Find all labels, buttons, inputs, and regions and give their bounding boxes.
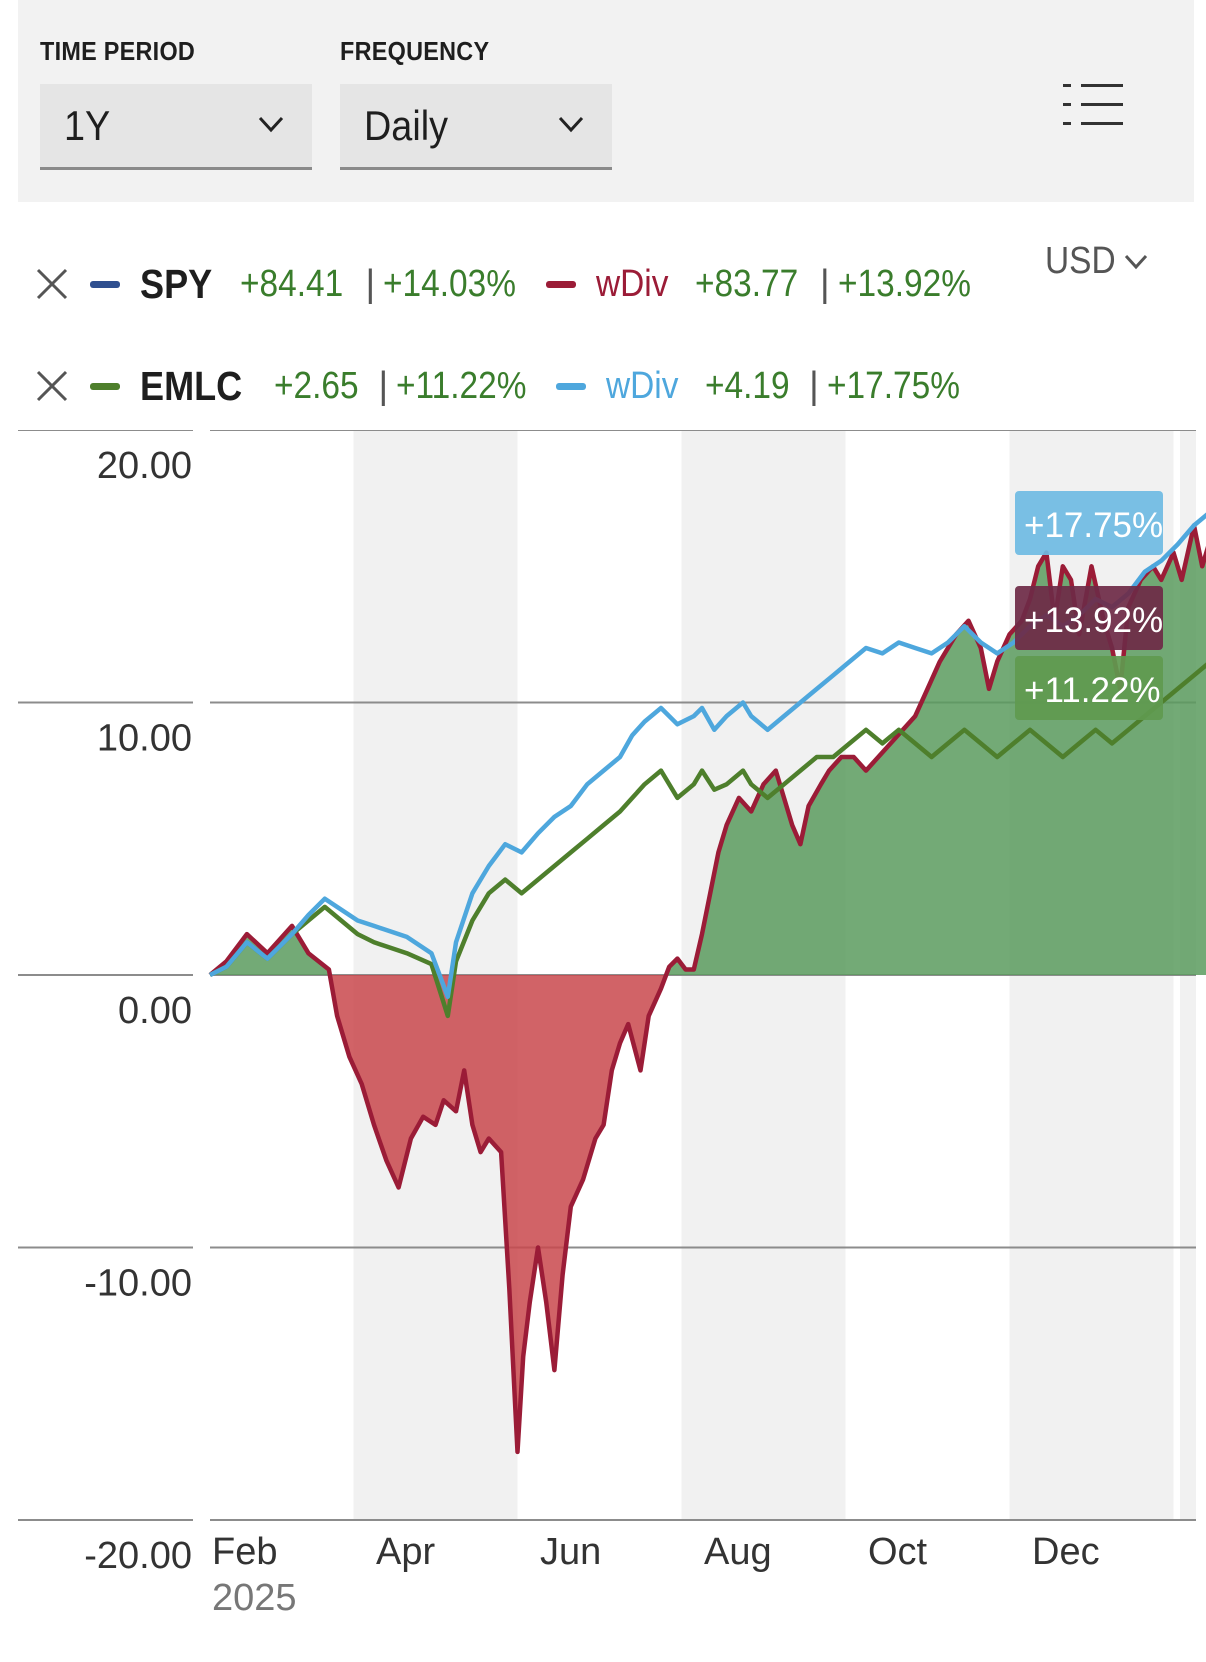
end-value-tag-text: +11.22% — [1024, 671, 1161, 710]
time-period-label: TIME PERIOD — [40, 36, 196, 66]
series-line-emlc — [208, 662, 1206, 1019]
x-tick-label: Dec — [1032, 1531, 1100, 1573]
legend-separator: | — [365, 262, 376, 305]
chevron-down-icon — [558, 116, 584, 133]
chevron-down-icon — [258, 116, 284, 133]
legend-wdiv-change-emlc: +4.19 — [704, 364, 790, 407]
performance-chart: +17.75% +13.92% +11.22% 20.00 10.00 0.00 -10.… — [18, 430, 1206, 1619]
legend-separator: | — [808, 364, 819, 407]
legend-symbol-spy: SPY — [140, 260, 213, 307]
legend-swatch-spy — [90, 280, 120, 288]
legend-swatch-spy-wdiv — [546, 280, 577, 288]
x-axis: Feb Apr Jun Aug Oct Dec 2025 — [212, 1531, 1100, 1619]
frequency-value: Daily — [364, 101, 449, 149]
legend-separator: | — [378, 364, 389, 407]
x-tick-label: Aug — [704, 1531, 772, 1573]
legend-wdiv-label-emlc: wDiv — [606, 364, 679, 407]
close-icon[interactable] — [34, 266, 70, 302]
y-tick-label: 10.00 — [97, 718, 192, 760]
legend-row-emlc: EMLC +2.65 | +11.22% wDiv +4.19 | +17.75… — [34, 358, 978, 414]
end-value-tag: +13.92% — [1015, 586, 1163, 650]
y-tick-label: -20.00 — [84, 1535, 192, 1577]
frequency-control: FREQUENCY Daily — [340, 36, 612, 170]
x-tick-label: Apr — [376, 1531, 435, 1573]
frequency-select[interactable]: Daily — [340, 84, 612, 170]
legend-wdiv-change-spy: +83.77 — [694, 262, 798, 305]
end-value-tag-text: +17.75% — [1024, 506, 1163, 545]
end-value-tag: +17.75% — [1015, 491, 1163, 555]
gain-area — [210, 525, 1206, 975]
legend-change-spy: +84.41 — [240, 262, 344, 305]
time-period-control: TIME PERIOD 1Y — [40, 36, 312, 170]
frequency-label: FREQUENCY — [340, 36, 490, 66]
time-period-select[interactable]: 1Y — [40, 84, 312, 170]
legend-change-pct-spy: +14.03% — [383, 262, 517, 305]
end-value-tag-bg — [1015, 586, 1163, 650]
legend-wdiv-change-pct-spy: +13.92% — [837, 262, 971, 305]
y-tick-label: 0.00 — [118, 990, 192, 1032]
end-value-tag-bg — [1015, 656, 1163, 720]
x-tick-label: Oct — [868, 1531, 928, 1573]
legend-wdiv-change-pct-emlc: +17.75% — [826, 364, 960, 407]
end-value-labels: +17.75% +13.92% +11.22% — [1015, 491, 1163, 720]
legend-change-pct-emlc: +11.22% — [396, 364, 527, 407]
close-icon[interactable] — [34, 368, 70, 404]
y-tick-label: -10.00 — [84, 1263, 192, 1305]
chevron-down-icon — [1124, 254, 1148, 269]
list-menu-icon[interactable] — [1063, 82, 1123, 128]
legend-separator: | — [819, 262, 830, 305]
legend-swatch-emlc — [90, 382, 120, 390]
end-value-tag-text: +13.92% — [1024, 601, 1163, 640]
x-axis-year: 2025 — [212, 1577, 297, 1619]
x-tick-label: Feb — [212, 1531, 277, 1573]
y-tick-label: 20.00 — [97, 445, 192, 487]
x-tick-label: Jun — [540, 1531, 601, 1573]
y-axis: 20.00 10.00 0.00 -10.00 -20.00 — [84, 445, 192, 1577]
currency-value: USD — [1045, 240, 1116, 282]
legend-row-spy: SPY +84.41 | +14.03% wDiv +83.77 | +13.9… — [34, 256, 989, 312]
legend-symbol-emlc: EMLC — [140, 362, 243, 409]
chart-controls: TIME PERIOD 1Y FREQUENCY Daily — [18, 0, 1194, 202]
legend-swatch-emlc-wdiv — [556, 382, 587, 390]
currency-select[interactable]: USD — [1045, 240, 1149, 283]
end-value-tag: +11.22% — [1015, 656, 1163, 720]
legend-wdiv-label-spy: wDiv — [596, 262, 669, 305]
end-value-tag-bg — [1015, 491, 1163, 555]
time-period-value: 1Y — [64, 101, 111, 149]
legend-change-emlc: +2.65 — [274, 364, 359, 407]
